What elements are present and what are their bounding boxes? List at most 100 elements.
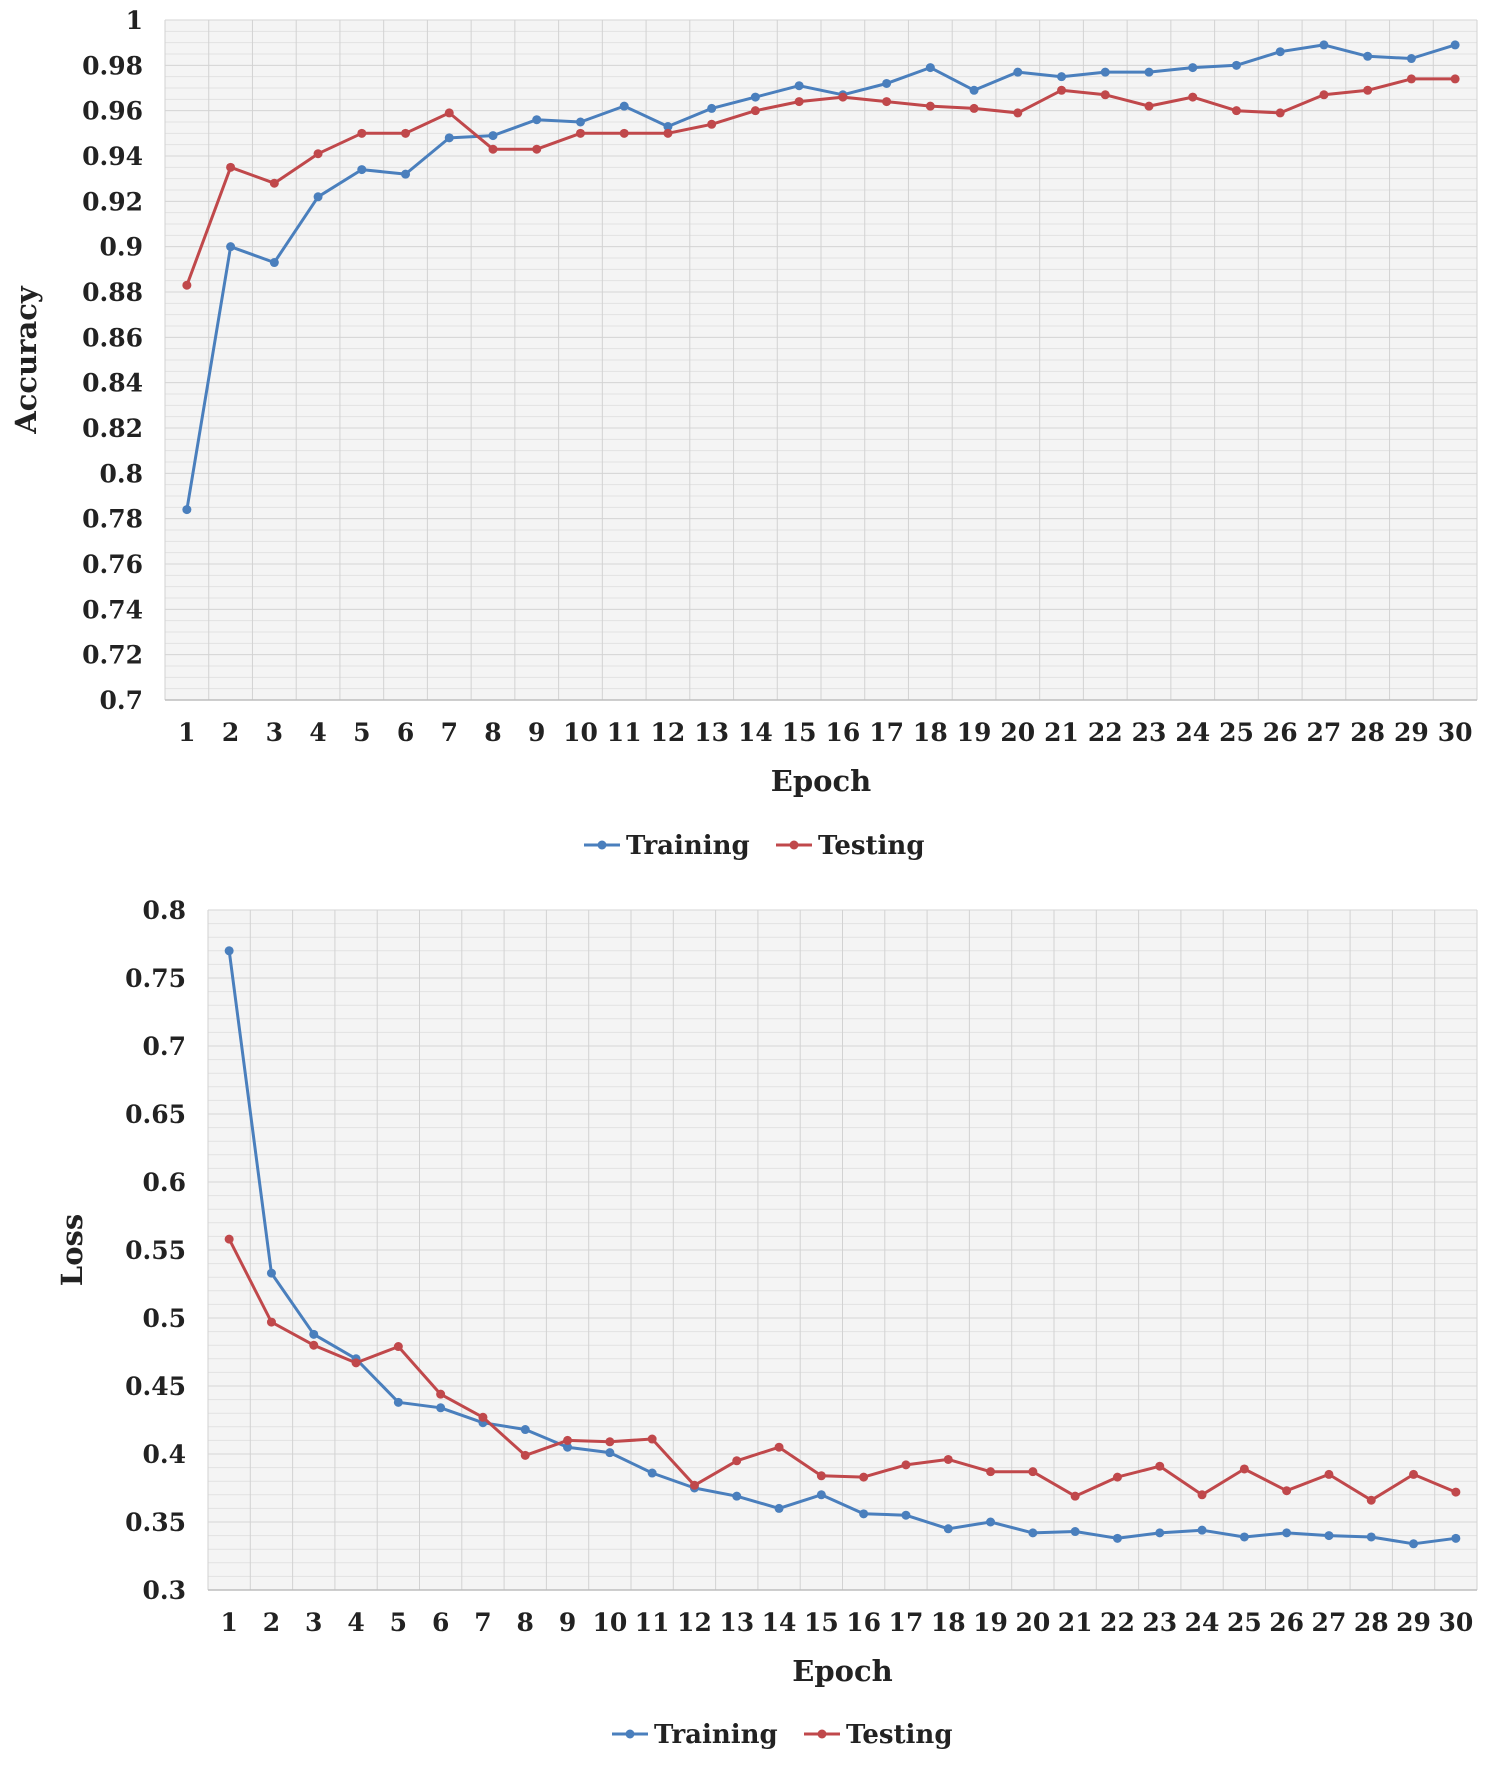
accuracy-series-testing-point <box>226 162 236 172</box>
loss-series-testing-point <box>351 1358 361 1368</box>
accuracy-xtick-label: 6 <box>397 718 414 747</box>
accuracy-xtick-label: 10 <box>563 718 598 747</box>
accuracy-xtick-label: 17 <box>869 718 904 747</box>
accuracy-series-testing-point <box>1057 85 1067 95</box>
accuracy-series-training-point <box>313 192 323 202</box>
loss-series-testing-point <box>816 1471 826 1481</box>
accuracy-series-testing-point <box>794 97 804 107</box>
accuracy-xtick-label: 23 <box>1132 718 1167 747</box>
loss-series-testing-point <box>943 1454 953 1464</box>
accuracy-series-training-point <box>1363 51 1373 61</box>
loss-series-testing-point <box>1028 1467 1038 1477</box>
accuracy-series-training-point <box>1275 47 1285 57</box>
loss-series-testing-point <box>1451 1487 1461 1497</box>
accuracy-ytick-label: 0.82 <box>82 414 143 443</box>
accuracy-series-training-point <box>357 165 367 175</box>
loss-xtick-label: 24 <box>1185 1608 1220 1637</box>
accuracy-series-training-point <box>619 101 629 111</box>
accuracy-legend: Training Testing <box>584 831 925 861</box>
loss-chart: 0.3 0.35 0.4 0.45 0.5 0.55 0.6 0.65 0.7 0.75 0.8 1 2… <box>0 890 1494 1767</box>
loss-series-training-point <box>1239 1532 1249 1542</box>
loss-xtick-label: 12 <box>677 1608 712 1637</box>
loss-series-training-point <box>1366 1532 1376 1542</box>
loss-series-training-point <box>436 1403 446 1413</box>
loss-series-testing-point <box>266 1317 276 1327</box>
loss-series-training-point <box>1070 1527 1080 1537</box>
accuracy-ytick-label: 0.96 <box>82 97 143 126</box>
accuracy-series-training-point <box>1231 60 1241 70</box>
loss-series-training-point <box>1028 1528 1038 1538</box>
loss-ytick-label: 0.35 <box>125 1508 186 1537</box>
loss-ytick-label: 0.65 <box>125 1100 186 1129</box>
legend-label-training: Training <box>626 831 750 861</box>
loss-xtick-label: 25 <box>1227 1608 1262 1637</box>
loss-series-testing-point <box>1366 1495 1376 1505</box>
accuracy-series-training-point <box>226 242 236 252</box>
accuracy-ytick-label: 0.74 <box>82 595 143 624</box>
accuracy-xtick-label: 1 <box>178 718 195 747</box>
loss-series-training-point <box>563 1442 573 1452</box>
accuracy-series-testing-point <box>357 128 367 138</box>
accuracy-xtick-label: 14 <box>738 718 773 747</box>
loss-series-training-point <box>309 1329 319 1339</box>
loss-series-training-point <box>393 1397 403 1407</box>
accuracy-xtick-label: 22 <box>1088 718 1123 747</box>
accuracy-series-testing-point <box>1013 108 1023 118</box>
accuracy-xtick-label: 18 <box>913 718 948 747</box>
loss-gridlines <box>207 909 1478 1591</box>
accuracy-series-training-point <box>1406 54 1416 64</box>
loss-ytick-label: 0.55 <box>125 1236 186 1265</box>
accuracy-xtick-label: 4 <box>309 718 326 747</box>
loss-xtick-label: 30 <box>1438 1608 1473 1637</box>
loss-xtick-label: 1 <box>220 1608 237 1637</box>
loss-xtick-label: 27 <box>1312 1608 1347 1637</box>
accuracy-series-testing-line <box>185 77 1456 286</box>
loss-series-training-point <box>224 946 234 956</box>
accuracy-ytick-label: 0.72 <box>82 641 143 670</box>
accuracy-series-training-line <box>185 43 1456 510</box>
loss-legend: Training Testing <box>612 1720 953 1750</box>
legend-label-testing: Testing <box>818 831 925 861</box>
accuracy-series-testing-point <box>1450 74 1460 84</box>
loss-xtick-label: 3 <box>305 1608 322 1637</box>
accuracy-xtick-label: 21 <box>1044 718 1079 747</box>
accuracy-series-testing-point <box>444 108 454 118</box>
loss-series-training-point <box>943 1524 953 1534</box>
loss-series-testing-point <box>1155 1461 1165 1471</box>
loss-series-testing-point <box>647 1434 657 1444</box>
loss-series-training-point <box>605 1448 615 1458</box>
loss-xtick-label: 7 <box>474 1608 491 1637</box>
accuracy-series-testing-point <box>1406 74 1416 84</box>
accuracy-xtick-label: 13 <box>694 718 729 747</box>
accuracy-ytick-label: 0.94 <box>82 142 143 171</box>
loss-series-testing-point <box>520 1450 530 1460</box>
loss-series-testing-point <box>563 1435 573 1445</box>
accuracy-series-training-point <box>925 63 935 73</box>
accuracy-series-training-point <box>707 103 717 113</box>
loss-series-testing-point <box>859 1472 869 1482</box>
accuracy-xtick-label: 11 <box>607 718 642 747</box>
accuracy-series-testing-point <box>1231 106 1241 116</box>
loss-ytick-label: 0.45 <box>125 1372 186 1401</box>
loss-series-testing-point <box>478 1412 488 1422</box>
accuracy-ytick-label: 0.86 <box>82 323 143 352</box>
loss-xtick-label: 8 <box>517 1608 534 1637</box>
loss-series-testing-point <box>1282 1486 1292 1496</box>
loss-xtick-label: 20 <box>1015 1608 1050 1637</box>
accuracy-series-testing-point <box>969 103 979 113</box>
loss-ytick-label: 0.4 <box>143 1440 187 1469</box>
accuracy-ytick-label: 0.92 <box>82 187 143 216</box>
accuracy-chart: 0.7 0.72 0.74 0.76 0.78 0.8 0.82 0.84 0.86 0.88 0.… <box>0 0 1494 880</box>
accuracy-series-training-point <box>532 115 542 125</box>
loss-xtick-label: 22 <box>1100 1608 1135 1637</box>
accuracy-xtick-label: 15 <box>782 718 817 747</box>
loss-xtick-label: 16 <box>846 1608 881 1637</box>
loss-xtick-label: 6 <box>432 1608 449 1637</box>
loss-series-training-line <box>227 950 1456 1546</box>
loss-y-axis-title: Loss <box>55 1214 89 1286</box>
accuracy-xtick-label: 12 <box>651 718 686 747</box>
loss-series-training-point <box>774 1503 784 1513</box>
loss-ytick-label: 0.75 <box>125 964 186 993</box>
loss-xtick-label: 19 <box>973 1608 1008 1637</box>
loss-series-training-point <box>986 1517 996 1527</box>
